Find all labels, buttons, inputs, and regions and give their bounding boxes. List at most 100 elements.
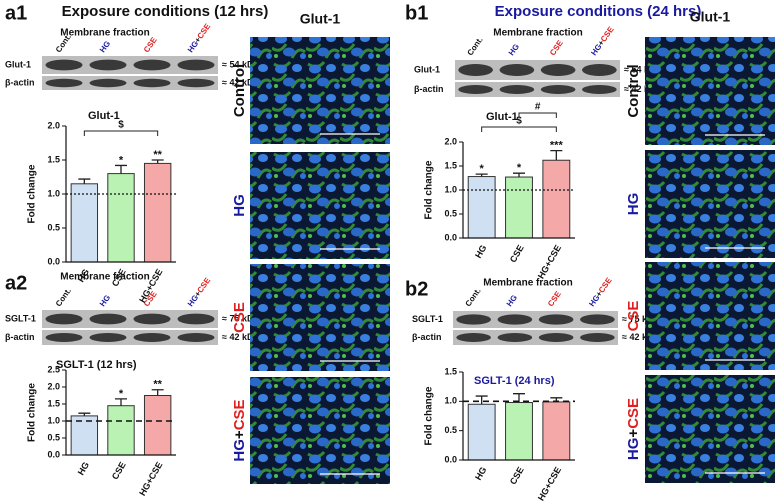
heading: Exposure conditions (12 hrs) (62, 3, 269, 20)
band-protein: Glut-1 (5, 59, 31, 69)
band-size: ≈ 42 kDa (222, 77, 259, 87)
blot-band (456, 333, 491, 342)
image-row-label: HG (231, 194, 248, 217)
blot-strip (453, 311, 618, 328)
blot-band (497, 333, 533, 342)
blot-band (45, 59, 83, 71)
y-tick-label: 0.0 (47, 256, 60, 266)
bar (542, 159, 571, 239)
image-row-label: CSE (231, 302, 248, 333)
error-bar (151, 159, 164, 164)
micrograph (645, 37, 775, 145)
image-row-label: HG (625, 193, 642, 216)
blot-band (89, 313, 127, 325)
bracket-label: # (535, 102, 541, 113)
significance: * (480, 163, 485, 175)
y-axis-label: Fold change (27, 383, 38, 442)
blot-band (177, 78, 215, 88)
blot-band (89, 59, 127, 71)
y-tick-label: 0.5 (444, 208, 457, 218)
y-tick-label: 2.0 (47, 381, 60, 391)
significance-bracket (83, 130, 159, 136)
image-row-label: HG+CSE (625, 398, 642, 460)
y-tick-label: 1.0 (444, 396, 457, 406)
blot-band (580, 333, 615, 342)
image-row-label: Control (231, 64, 248, 117)
y-tick-label: 1.0 (47, 188, 60, 198)
error-bar (513, 172, 525, 178)
blot-band (580, 314, 615, 325)
significance: * (517, 162, 522, 174)
axes (462, 142, 575, 239)
y-tick-label: 0.5 (47, 222, 60, 232)
blot-band (177, 59, 215, 71)
y-tick-label: 1.0 (444, 184, 457, 194)
error-bar (475, 173, 488, 177)
blot-band (45, 78, 83, 88)
blot-strip (453, 330, 618, 345)
blot-heading: Membrane fraction (60, 28, 149, 39)
micrograph (250, 37, 390, 144)
y-axis-label: Fold change (27, 164, 38, 223)
chart-title: Glut-1 (88, 110, 120, 122)
bar (70, 183, 99, 263)
error-bar (550, 149, 563, 161)
y-tick-label: 0.0 (444, 232, 457, 242)
image-column-title: Glut-1 (300, 11, 341, 27)
band-protein: SGLT-1 (5, 313, 36, 323)
blot-strip (455, 82, 620, 97)
y-tick-label: 1.5 (47, 154, 60, 164)
band-size: ≈ 54 kDa (624, 64, 661, 74)
band-protein: β-actin (414, 84, 444, 94)
bar (542, 401, 571, 461)
error-bar (78, 178, 91, 184)
blot-heading: Membrane fraction (60, 272, 149, 283)
heading: Exposure conditions (24 hrs) (495, 3, 702, 20)
blot-strip (42, 56, 218, 74)
band-size: ≈ 42 kDa (624, 84, 661, 94)
blot-band (456, 314, 491, 325)
bar (107, 405, 135, 456)
band-size: ≈ 75 kDa (222, 313, 259, 323)
blot-strip (42, 330, 218, 345)
y-tick-label: 0.5 (47, 432, 60, 442)
bar (143, 162, 172, 263)
bar (70, 415, 99, 456)
band-protein: β-actin (5, 332, 35, 342)
y-tick-label: 0.0 (47, 449, 60, 459)
bar (107, 173, 135, 263)
blot-band (133, 333, 171, 342)
y-tick-label: 2.0 (444, 136, 457, 146)
axes (462, 372, 575, 461)
band-size: ≈ 42 kDa (222, 332, 259, 342)
blot-band (538, 314, 574, 325)
blot-band (582, 85, 617, 94)
blot-strip (455, 60, 620, 80)
chart-title: SGLT-1 (24 hrs) (474, 375, 555, 387)
y-tick-label: 0.0 (444, 454, 457, 464)
y-tick-label: 1.5 (444, 160, 457, 170)
blot-band (177, 333, 215, 342)
chart-title: SGLT-1 (12 hrs) (56, 359, 137, 371)
blot-band (582, 64, 617, 76)
blot-heading: Membrane fraction (493, 28, 582, 39)
axes (65, 370, 176, 456)
error-bar (78, 412, 91, 416)
y-tick-label: 2.5 (47, 364, 60, 374)
y-tick-label: 1.5 (47, 398, 60, 408)
band-size: ≈ 42 kDa (622, 332, 659, 342)
bar (467, 403, 496, 461)
y-tick-label: 2.0 (47, 120, 60, 130)
blot-band (540, 85, 576, 94)
error-bar (115, 398, 127, 406)
blot-band (499, 64, 535, 76)
blot-band (458, 64, 493, 76)
panel-label: a1 (5, 2, 27, 24)
chart-title: Glut-1 (486, 111, 518, 123)
blot-band (499, 85, 535, 94)
significance-bracket (481, 126, 557, 132)
blot-band (497, 314, 533, 325)
significance: ** (153, 379, 162, 391)
band-protein: SGLT-1 (412, 314, 443, 324)
